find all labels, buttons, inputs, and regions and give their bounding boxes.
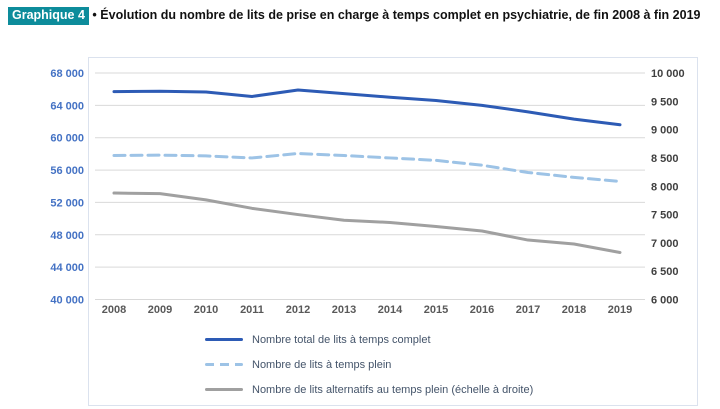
left-axis-tick: 44 000 <box>50 262 84 274</box>
x-axis-tick: 2012 <box>286 304 310 316</box>
left-axis-tick: 52 000 <box>50 197 84 209</box>
x-axis-tick: 2013 <box>332 304 356 316</box>
legend-label-total: Nombre total de lits à temps complet <box>252 333 431 346</box>
right-axis-tick: 10 000 <box>651 68 685 80</box>
chart-frame <box>88 57 698 406</box>
series-line-total <box>112 88 622 127</box>
right-axis-tick: 9 000 <box>651 125 679 137</box>
right-axis-tick: 6 000 <box>651 295 679 307</box>
left-axis-tick: 40 000 <box>50 295 84 307</box>
series-line-temps-plein <box>112 151 622 183</box>
x-axis-tick: 2014 <box>378 304 403 316</box>
legend-label-alternatifs: Nombre de lits alternatifs au temps plei… <box>252 383 534 396</box>
legend-line-solid-blue-icon <box>205 338 243 341</box>
legend-item-total: Nombre total de lits à temps complet <box>205 331 533 348</box>
right-axis-tick: 7 000 <box>651 238 679 250</box>
legend-line-dashed-lightblue-icon <box>205 363 243 366</box>
right-axis-tick: 8 000 <box>651 181 679 193</box>
right-axis-tick: 9 500 <box>651 96 679 108</box>
x-axis-tick: 2017 <box>516 304 540 316</box>
legend-item-temps-plein: Nombre de lits à temps plein <box>205 356 533 373</box>
graphique-number-chip: Graphique 4 <box>8 7 89 25</box>
left-axis-tick: 68 000 <box>50 68 84 80</box>
x-axis-tick: 2009 <box>148 304 172 316</box>
left-axis-tick: 64 000 <box>50 100 84 112</box>
x-axis-tick: 2018 <box>562 304 586 316</box>
x-axis-tick: 2008 <box>102 304 126 316</box>
legend-item-alternatifs: Nombre de lits alternatifs au temps plei… <box>205 381 533 398</box>
x-axis-tick: 2016 <box>470 304 494 316</box>
chart-legend: Nombre total de lits à temps complet Nom… <box>205 331 533 406</box>
left-axis-tick: 56 000 <box>50 165 84 177</box>
legend-line-solid-gray-icon <box>205 388 243 391</box>
x-axis-tick: 2010 <box>194 304 218 316</box>
title-bullet: • <box>92 8 97 22</box>
right-axis-tick: 6 500 <box>651 266 679 278</box>
chart-title: Graphique 4 • Évolution du nombre de lit… <box>8 7 708 25</box>
x-axis-tick: 2019 <box>608 304 632 316</box>
title-text: Évolution du nombre de lits de prise en … <box>100 8 701 22</box>
left-axis-tick: 48 000 <box>50 230 84 242</box>
x-axis-tick: 2011 <box>240 304 264 316</box>
x-axis-tick: 2015 <box>424 304 448 316</box>
right-axis-tick: 8 500 <box>651 153 679 165</box>
left-axis-tick: 60 000 <box>50 133 84 145</box>
series-line-alternatifs <box>112 191 622 255</box>
legend-label-temps-plein: Nombre de lits à temps plein <box>252 358 392 371</box>
right-axis-tick: 7 500 <box>651 210 679 222</box>
